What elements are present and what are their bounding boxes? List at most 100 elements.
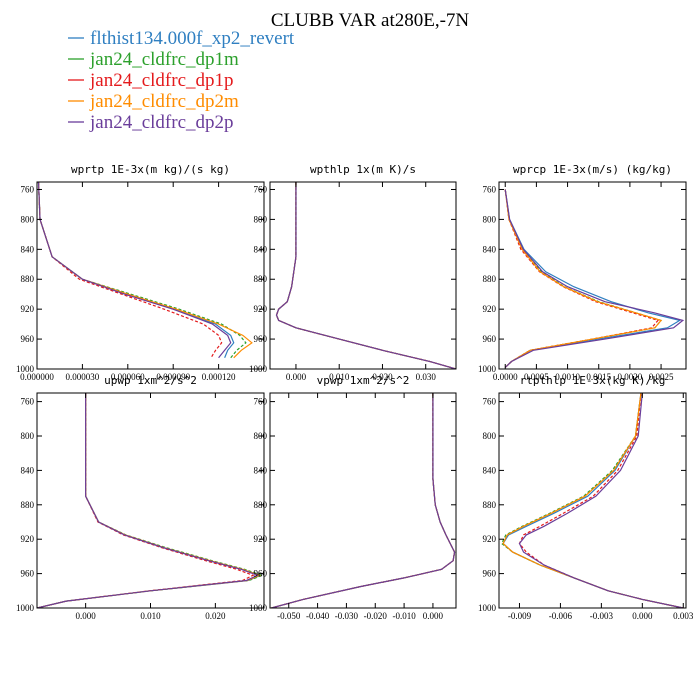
y-tick-label: 840 — [21, 244, 35, 254]
y-tick-label: 800 — [254, 214, 268, 224]
series-line — [275, 182, 456, 369]
series-line — [37, 393, 263, 608]
y-tick-label: 1000 — [249, 603, 268, 613]
y-tick-label: 800 — [21, 214, 35, 224]
panel-title: vpwp 1xm^2/s^2 — [317, 374, 410, 387]
series-line — [504, 189, 663, 368]
series-line — [518, 393, 684, 608]
x-tick-label: 0.0020 — [618, 372, 643, 382]
series-group — [275, 182, 456, 369]
series-line — [37, 393, 264, 608]
y-tick-label: 880 — [483, 500, 497, 510]
y-tick-label: 840 — [483, 465, 497, 475]
y-tick-label: 960 — [483, 569, 497, 579]
plot-frame — [498, 392, 687, 609]
chart-panel: wprtp 1E-3x(m kg)/(s kg) 760 800 840 880 920 9… — [16, 163, 265, 382]
chart-panel: wpthlp 1x(m K)/s 760 800 840 880 920 960 1000 0.… — [249, 163, 457, 382]
series-line — [275, 182, 456, 369]
x-tick-label: 0.0000 — [493, 372, 518, 382]
series-group — [37, 182, 253, 359]
legend-entry: flthist134.000f_xp2_revert — [90, 28, 295, 49]
y-tick-label: 880 — [21, 500, 35, 510]
y-tick-label: 760 — [483, 184, 497, 194]
x-tick-label: 0.003 — [673, 611, 694, 621]
chart-panel: wprcp 1E-3x(m/s) (kg/kg) 760 800 840 880 920 9… — [478, 163, 687, 382]
panel-title: wprcp 1E-3x(m/s) (kg/kg) — [513, 163, 672, 176]
x-tick-label: 0.000090 — [156, 372, 190, 382]
y-tick-label: 880 — [21, 274, 35, 284]
panel-title: rtpthlp 1E-3x(kg K)/kg — [520, 374, 666, 387]
series-line — [502, 393, 684, 608]
chart-panel: vpwp 1xm^2/s^2 760 800 840 880 920 960 1000 -0.0… — [249, 374, 457, 621]
plot-frame — [269, 392, 457, 609]
y-tick-label: 760 — [483, 397, 497, 407]
x-tick-label: 0.0025 — [649, 372, 674, 382]
y-tick-label: 760 — [21, 397, 35, 407]
x-tick-label: -0.003 — [590, 611, 614, 621]
series-line — [37, 393, 262, 608]
y-tick-label: 760 — [21, 184, 35, 194]
x-tick-label: 0.020 — [205, 611, 226, 621]
y-tick-label: 1000 — [16, 364, 35, 374]
y-tick-label: 800 — [21, 431, 35, 441]
series-line — [271, 393, 456, 608]
y-tick-label: 800 — [254, 431, 268, 441]
legend-entry: jan24_cldfrc_dp2m — [89, 91, 239, 112]
y-tick-label: 840 — [483, 244, 497, 254]
series-group — [500, 393, 684, 608]
x-tick-label: 0.000030 — [66, 372, 100, 382]
x-tick-label: -0.006 — [549, 611, 573, 621]
x-tick-label: -0.020 — [364, 611, 388, 621]
series-line — [37, 182, 223, 359]
x-tick-label: 0.010 — [329, 372, 350, 382]
chart-panel: upwp 1xm^2/s^2 760 800 840 880 920 960 1000 0.00… — [16, 374, 265, 621]
y-tick-label: 920 — [254, 304, 268, 314]
legend-entry: jan24_cldfrc_dp1m — [89, 49, 239, 70]
y-tick-label: 960 — [21, 569, 35, 579]
series-line — [518, 393, 684, 608]
series-line — [37, 182, 232, 359]
x-tick-label: 0.000 — [423, 611, 444, 621]
series-line — [504, 189, 685, 368]
y-tick-label: 760 — [254, 397, 268, 407]
y-tick-label: 1000 — [249, 364, 268, 374]
y-tick-label: 880 — [254, 274, 268, 284]
x-tick-label: 0.000000 — [20, 372, 54, 382]
y-tick-label: 960 — [21, 334, 35, 344]
x-tick-label: 0.000 — [632, 611, 653, 621]
series-group — [271, 393, 456, 608]
y-tick-label: 760 — [254, 184, 268, 194]
series-group — [504, 189, 685, 368]
panels: wprtp 1E-3x(m kg)/(s kg) 760 800 840 880 920 9… — [16, 163, 694, 621]
series-line — [271, 393, 456, 608]
y-tick-label: 920 — [483, 534, 497, 544]
y-tick-label: 920 — [21, 304, 35, 314]
x-tick-label: -0.030 — [335, 611, 359, 621]
series-line — [37, 393, 255, 608]
series-line — [275, 182, 456, 369]
series-line — [37, 182, 247, 359]
x-tick-label: 0.030 — [416, 372, 437, 382]
x-tick-label: 0.000 — [286, 372, 307, 382]
panel-title: wpthlp 1x(m K)/s — [310, 163, 416, 176]
x-tick-label: 0.010 — [140, 611, 161, 621]
x-tick-label: -0.009 — [508, 611, 532, 621]
y-tick-label: 960 — [254, 334, 268, 344]
series-line — [502, 393, 684, 608]
y-tick-label: 920 — [21, 534, 35, 544]
y-tick-label: 1000 — [478, 364, 497, 374]
y-tick-label: 840 — [21, 465, 35, 475]
x-tick-label: -0.050 — [277, 611, 301, 621]
series-line — [271, 393, 456, 608]
plot-frame — [498, 181, 687, 370]
y-tick-label: 840 — [254, 244, 268, 254]
series-line — [271, 393, 456, 608]
y-tick-label: 920 — [483, 304, 497, 314]
panel-title: wprtp 1E-3x(m kg)/(s kg) — [71, 163, 230, 176]
series-line — [275, 182, 456, 369]
series-line — [271, 393, 456, 608]
plot-frame — [36, 392, 265, 609]
x-tick-label: -0.040 — [306, 611, 330, 621]
x-tick-label: 0.0015 — [586, 372, 611, 382]
